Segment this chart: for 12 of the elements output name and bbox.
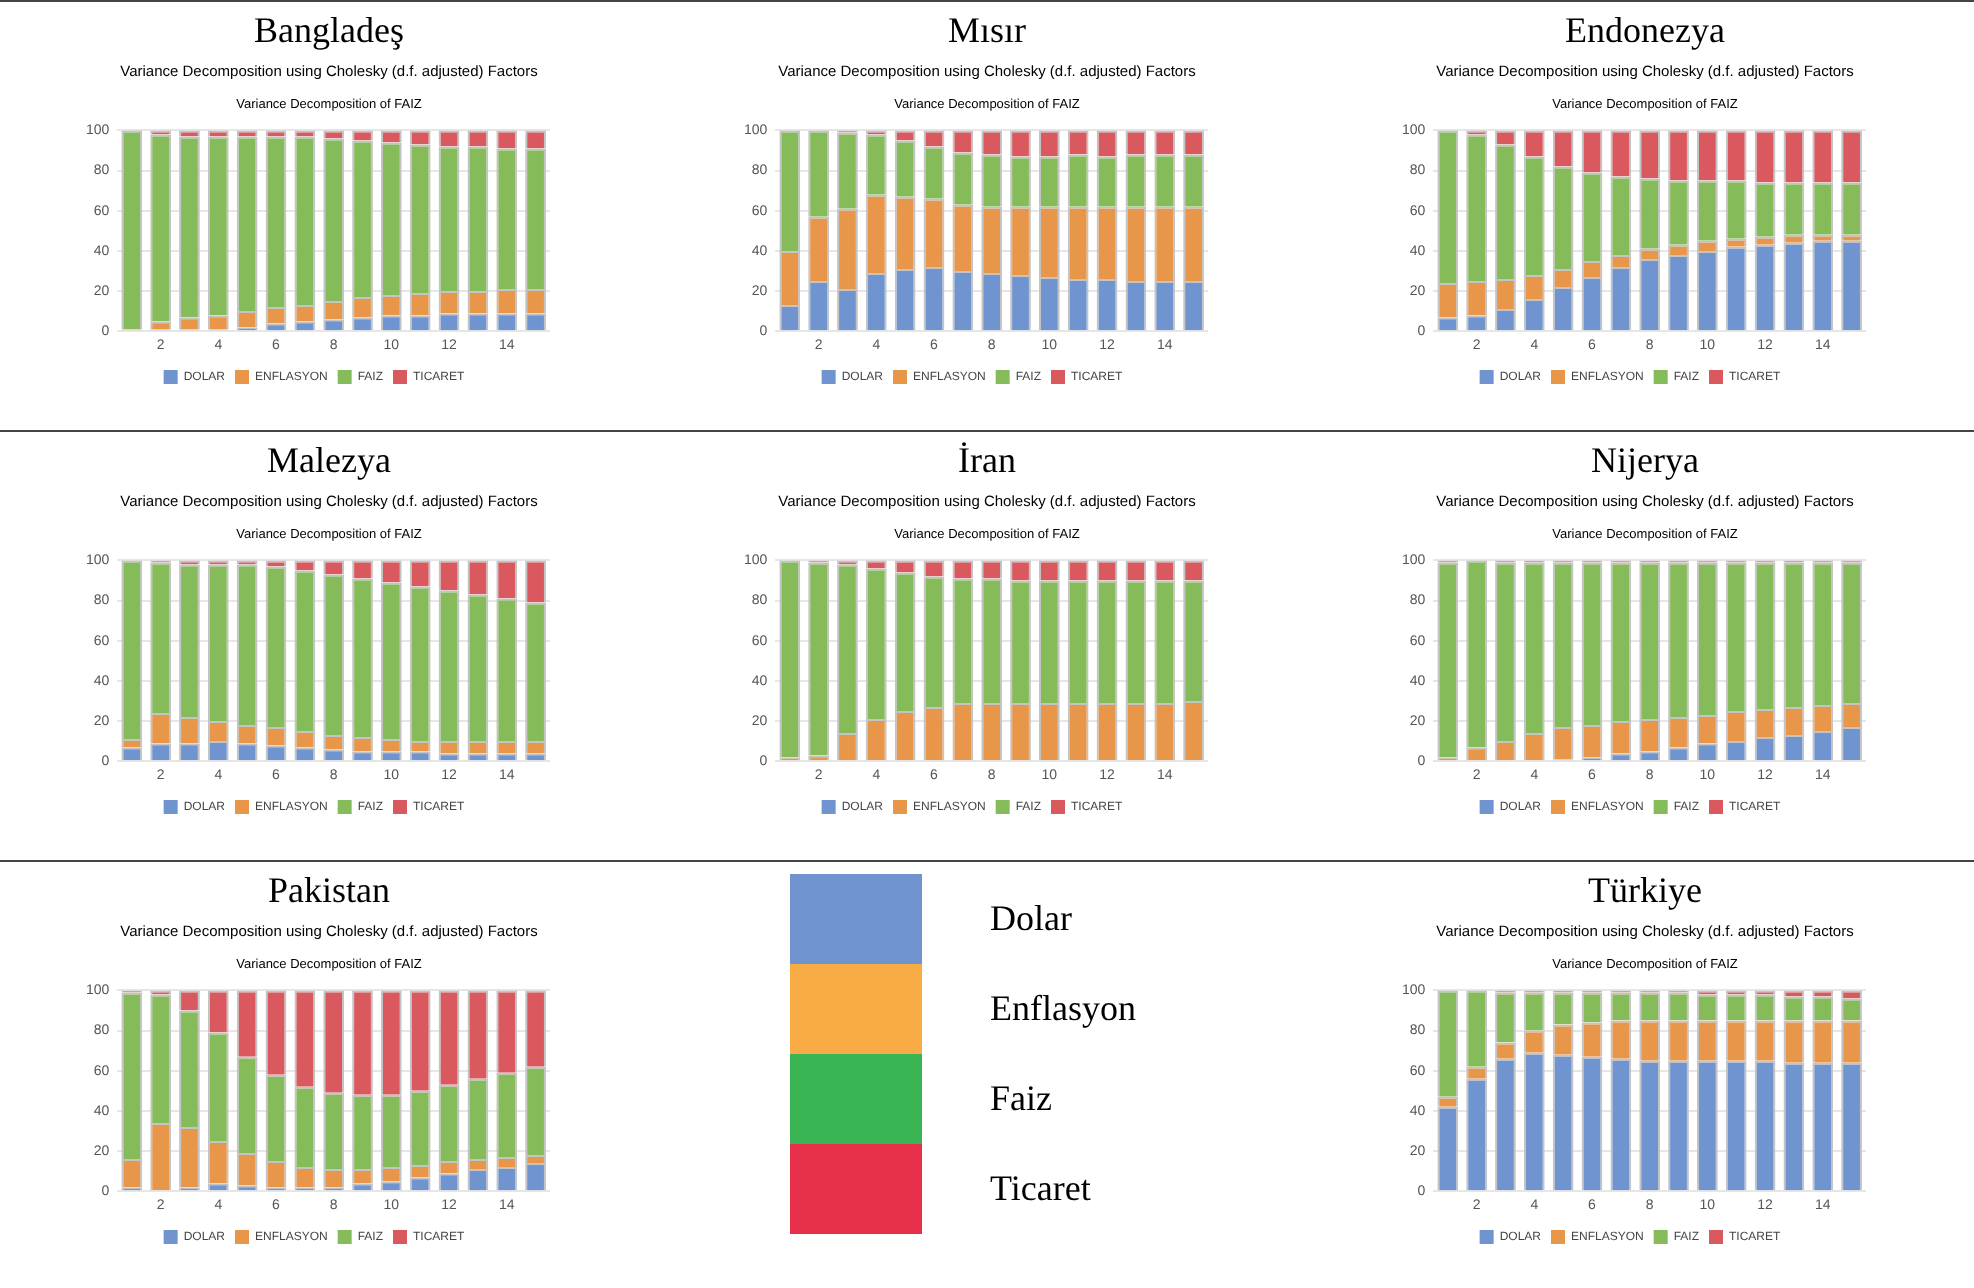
category-label: Dolar — [990, 898, 1072, 940]
category-label: Enflasyon — [990, 988, 1136, 1030]
chart-title: Pakistan — [266, 870, 392, 910]
chart-title: Endonezya — [1563, 10, 1727, 50]
category-label: Faiz — [990, 1078, 1052, 1120]
chart-title: İran — [956, 440, 1018, 480]
category-label: Ticaret — [990, 1168, 1091, 1210]
chart-title: Türkiye — [1586, 870, 1704, 910]
chart-title: Mısır — [945, 10, 1028, 50]
chart-title: Malezya — [265, 440, 393, 480]
chart-title: Bangladeş — [252, 10, 406, 50]
chart-title: Nijerya — [1589, 440, 1701, 480]
